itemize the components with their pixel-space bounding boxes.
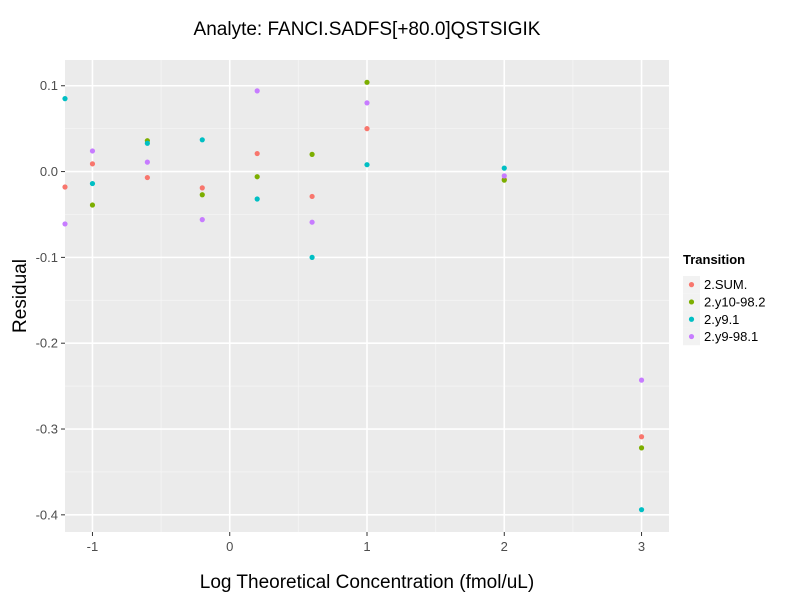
data-point: [501, 165, 507, 171]
legend-label: 2.y9-98.1: [704, 329, 758, 344]
data-point: [638, 434, 645, 440]
data-point: [144, 140, 150, 146]
data-points: [62, 79, 645, 513]
data-point: [309, 219, 315, 225]
y-tick-label: -0.3: [36, 422, 58, 437]
data-point: [364, 126, 370, 132]
y-axis-ticks: 0.1 0.0 -0.1 -0.2 -0.3 -0.4: [36, 78, 65, 522]
data-point: [364, 79, 370, 85]
y-tick-label: 0.1: [40, 78, 58, 93]
legend-swatch: [688, 316, 695, 322]
data-point: [309, 254, 315, 260]
data-point: [254, 150, 260, 157]
legend-label: 2.y10-98.2: [704, 294, 765, 309]
major-gridlines: [65, 60, 669, 532]
legend-label: 2.SUM.: [704, 277, 747, 292]
chart-title: Analyte: FANCI.SADFS[+80.0]QSTSIGIK: [194, 19, 541, 40]
data-point: [254, 174, 260, 180]
data-point: [638, 445, 645, 451]
data-point: [309, 193, 315, 200]
legend-swatch: [688, 333, 695, 340]
x-tick-label: 3: [638, 539, 645, 554]
x-tick-label: 0: [226, 539, 233, 554]
legend-label: 2.y9.1: [704, 312, 739, 327]
y-tick-label: -0.2: [36, 336, 58, 351]
data-point: [501, 173, 507, 179]
data-point: [638, 507, 645, 513]
data-point: [62, 96, 68, 102]
data-point: [89, 148, 96, 154]
data-point: [89, 180, 96, 187]
y-tick-label: -0.4: [36, 507, 58, 522]
data-point: [62, 184, 68, 190]
data-point: [254, 88, 260, 94]
x-axis-ticks: -1 0 1 2 3: [87, 532, 645, 554]
y-tick-label: 0.0: [40, 164, 58, 179]
data-point: [199, 185, 205, 191]
data-point: [89, 161, 96, 167]
x-tick-label: 2: [501, 539, 508, 554]
data-point: [638, 377, 645, 383]
data-point: [199, 192, 205, 198]
y-tick-label: -0.1: [36, 250, 58, 265]
x-tick-label: -1: [87, 539, 99, 554]
y-axis-title: Residual: [10, 259, 31, 333]
data-point: [144, 159, 150, 165]
data-point: [364, 100, 370, 106]
data-point: [199, 217, 205, 223]
x-tick-label: 1: [363, 539, 370, 554]
legend-title: Transition: [683, 252, 745, 267]
data-point: [309, 151, 315, 157]
data-point: [199, 137, 205, 143]
data-point: [501, 177, 507, 183]
data-point: [89, 202, 96, 208]
legend-swatch: [688, 299, 695, 305]
data-point: [62, 221, 68, 227]
x-axis-title: Log Theoretical Concentration (fmol/uL): [200, 572, 534, 593]
data-point: [254, 196, 260, 202]
legend: Transition 2.SUM. 2.y10-98.2 2.y9.1 2.y9-98…: [683, 252, 765, 346]
legend-swatch: [688, 282, 695, 288]
data-point: [144, 174, 150, 181]
data-point: [364, 162, 370, 168]
